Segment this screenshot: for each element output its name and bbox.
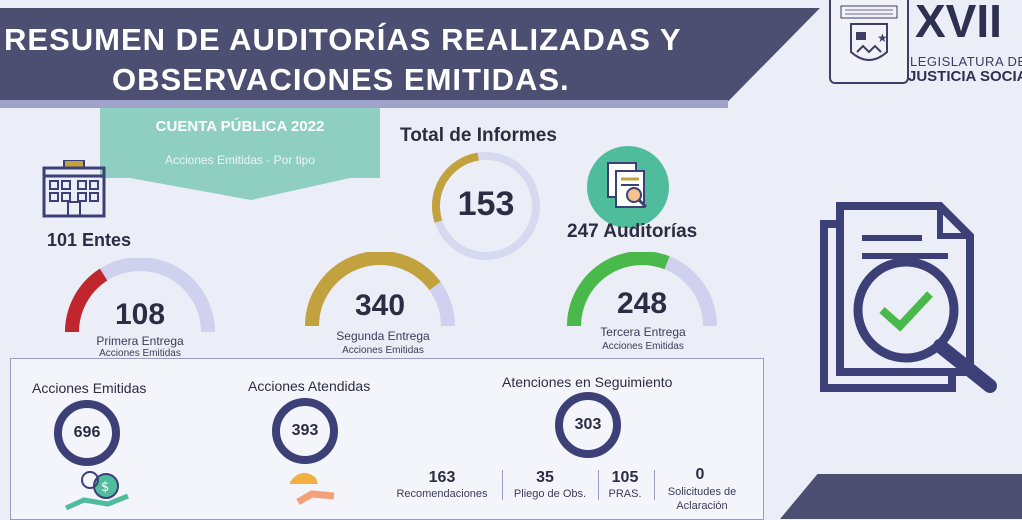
breakdown-divider: [502, 470, 503, 500]
informes-gauge: [431, 152, 540, 260]
recomendaciones-label: Recomendaciones: [396, 488, 488, 500]
svg-text:★: ★: [877, 31, 888, 45]
cuenta-publica-subtitle: Acciones Emitidas - Por tipo: [164, 153, 316, 167]
entes-count: 101 Entes: [47, 230, 132, 250]
acciones-emitidas-value: 696: [73, 424, 101, 441]
svg-text:$: $: [101, 480, 109, 495]
total-informes-value: 153: [457, 185, 515, 223]
atenciones-seguimiento-label: Atenciones en Seguimiento: [502, 374, 673, 390]
acciones-atendidas-value: 393: [291, 422, 319, 439]
pliego-value: 35: [536, 469, 554, 486]
tercera-entrega-value: 248: [616, 287, 668, 320]
legislature-line2: JUSTICIA SOCIAL: [908, 68, 1022, 85]
title-banner: [0, 8, 820, 108]
legislature-line1: LEGISLATURA DE: [910, 54, 1022, 69]
acciones-emitidas-circle: 696: [54, 400, 120, 466]
corner-decoration: [780, 474, 1022, 519]
segunda-entrega-gauge: [305, 252, 455, 327]
page-title-line1: RESUMEN DE AUDITORÍAS REALIZADAS Y: [4, 22, 682, 57]
tercera-entrega-gauge: [567, 252, 717, 327]
primera-entrega-sublabel: Acciones Emitidas: [99, 348, 181, 359]
primera-entrega-value: 108: [114, 298, 166, 331]
acciones-panel: [10, 358, 764, 520]
audit-checklist-icon: [812, 198, 1002, 403]
page-title-line2: OBSERVACIONES EMITIDAS.: [112, 62, 570, 97]
money-hand-icon: $: [64, 470, 134, 518]
auditorias-count: 247 Auditorías: [567, 221, 698, 242]
congress-seal-logo: ★: [829, 0, 909, 84]
pras-label: PRAS.: [608, 488, 642, 500]
breakdown-divider: [654, 470, 655, 500]
tercera-entrega-label: Tercera Entrega: [600, 325, 686, 339]
cuenta-publica-card-pointer: [130, 178, 350, 200]
solicitudes-label-line2: Aclaración: [676, 500, 728, 512]
acciones-atendidas-label: Acciones Atendidas: [248, 378, 371, 394]
seal-icon: ★: [840, 5, 898, 61]
total-informes-label: Total de Informes: [400, 125, 557, 146]
building-icon: [40, 159, 108, 225]
segunda-entrega-value: 340: [354, 289, 406, 322]
atenciones-seguimiento-value: 303: [574, 416, 602, 433]
worker-icon: [282, 466, 342, 518]
acciones-atendidas-circle: 393: [272, 398, 338, 464]
tercera-entrega-sublabel: Acciones Emitidas: [602, 341, 684, 352]
segunda-entrega-sublabel: Acciones Emitidas: [342, 345, 424, 356]
solicitudes-label: Solicitudes de: [667, 486, 737, 498]
legislature-numeral: XVII: [915, 0, 1002, 47]
solicitudes-value: 0: [695, 466, 705, 483]
cuenta-publica-card: [100, 108, 380, 178]
pras-value: 105: [611, 469, 639, 486]
pliego-label: Pliego de Obs.: [513, 488, 587, 500]
recomendaciones-value: 163: [428, 469, 456, 486]
primera-entrega-gauge: [65, 258, 215, 333]
segunda-entrega-label: Segunda Entrega: [336, 329, 430, 343]
acciones-emitidas-label: Acciones Emitidas: [32, 380, 147, 396]
title-banner-accent: [0, 100, 728, 108]
primera-entrega-label: Primera Entrega: [96, 334, 184, 348]
breakdown-divider: [598, 470, 599, 500]
cuenta-publica-title: CUENTA PÚBLICA 2022: [155, 118, 325, 135]
documents-search-icon: [586, 145, 670, 234]
atenciones-seguimiento-circle: 303: [555, 392, 621, 458]
